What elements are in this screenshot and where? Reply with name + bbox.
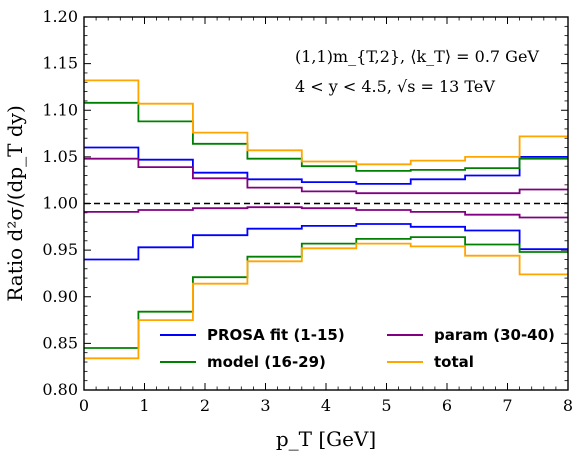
legend-label: total — [434, 353, 474, 371]
y-tick-label: 1.20 — [42, 7, 78, 26]
x-tick-label: 3 — [260, 396, 270, 415]
y-axis-title: Ratio d²σ/(dp_T dy) — [3, 105, 27, 302]
y-tick-label: 0.85 — [42, 333, 78, 352]
legend-label: param (30-40) — [434, 326, 555, 344]
x-axis-title: p_T [GeV] — [276, 427, 376, 451]
x-tick-label: 7 — [502, 396, 512, 415]
x-tick-label: 6 — [442, 396, 452, 415]
series-line-param-upper — [84, 157, 568, 195]
y-tick-label: 0.90 — [42, 287, 78, 306]
x-tick-label: 5 — [381, 396, 391, 415]
series-line-total-upper — [84, 79, 568, 166]
y-tick-label: 1.05 — [42, 147, 78, 166]
x-tick-label: 2 — [200, 396, 210, 415]
legend-label: model (16-29) — [207, 353, 326, 371]
x-tick-label: 4 — [321, 396, 331, 415]
series-line-model-lower — [84, 236, 568, 349]
series-line-prosa-lower — [84, 223, 568, 261]
series-line-total-lower — [84, 242, 568, 360]
tick-labels: 0 1 2 3 4 5 6 7 8 0.80 0.85 0.90 0.95 1.00 1.05 1.10 1.1… — [42, 7, 573, 415]
y-tick-label: 0.80 — [42, 380, 78, 399]
y-tick-label: 1.00 — [42, 194, 78, 213]
series-line-param-lower — [84, 206, 568, 219]
annotation-line-1: (1,1)m_{T,2}, ⟨k_T⟩ = 0.7 GeV — [295, 47, 539, 66]
x-tick-label: 0 — [79, 396, 89, 415]
y-tick-label: 1.10 — [42, 100, 78, 119]
series-line-prosa-upper — [84, 146, 568, 185]
x-tick-label: 1 — [139, 396, 149, 415]
legend: PROSA fit (1-15) model (16-29) param (30-4… — [160, 326, 555, 371]
plot-frame — [83, 16, 569, 391]
annotation-line-2: 4 < y < 4.5, √s = 13 TeV — [295, 77, 495, 96]
x-tick-label: 8 — [563, 396, 573, 415]
y-tick-label: 1.15 — [42, 54, 78, 73]
plot-area — [84, 79, 568, 360]
y-tick-label: 0.95 — [42, 240, 78, 259]
legend-label: PROSA fit (1-15) — [207, 326, 345, 344]
series-line-model-upper — [84, 101, 568, 172]
